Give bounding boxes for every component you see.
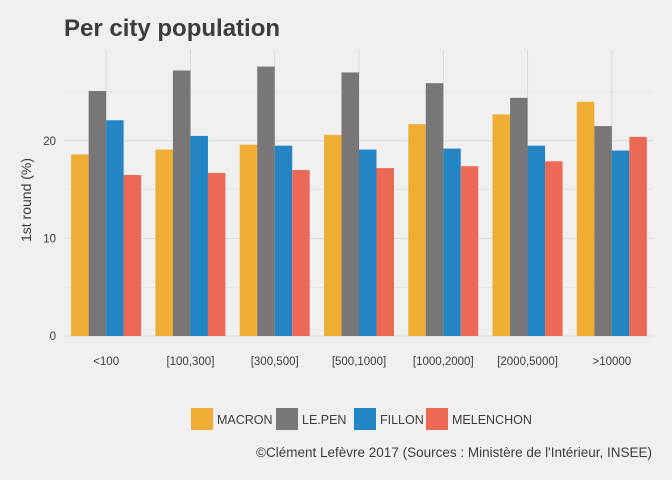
legend-label: LE.PEN xyxy=(302,413,346,427)
bar-melenchon xyxy=(207,172,226,336)
bar-macron xyxy=(492,114,511,336)
y-tick-label: 10 xyxy=(43,233,56,245)
legend-label: MELENCHON xyxy=(452,413,532,427)
bars xyxy=(71,66,647,337)
y-tick-label: 0 xyxy=(50,331,56,343)
x-tick-label: [100,300] xyxy=(166,356,214,368)
bar-le-pen xyxy=(510,97,528,337)
bar-macron xyxy=(155,149,173,336)
y-axis-label: 1st round (%) xyxy=(18,158,34,242)
bar-le-pen xyxy=(88,90,107,337)
bar-melenchon xyxy=(629,136,647,336)
legend-swatch xyxy=(426,408,448,430)
legend-swatch xyxy=(276,408,298,430)
bar-macron xyxy=(324,134,342,336)
bar-macron xyxy=(576,101,595,336)
bar-fillon xyxy=(611,150,630,336)
bar-macron xyxy=(408,124,426,337)
x-tick-label: [500,1000] xyxy=(332,356,386,368)
legend-swatch xyxy=(354,408,376,430)
bar-le-pen xyxy=(172,70,191,336)
bar-le-pen xyxy=(341,72,359,337)
legend: MACRON LE.PEN FILLON MELENCHON xyxy=(191,408,532,430)
bar-melenchon xyxy=(545,161,563,336)
bar-fillon xyxy=(106,120,124,336)
bar-melenchon xyxy=(460,166,479,336)
x-tick-label: [300,500] xyxy=(251,356,299,368)
bar-fillon xyxy=(527,145,546,336)
bar-melenchon xyxy=(292,170,310,336)
bar-melenchon xyxy=(376,168,394,336)
bar-macron xyxy=(239,144,258,336)
caption: ©Clément Lefèvre 2017 (Sources : Ministè… xyxy=(256,445,652,460)
legend-label: MACRON xyxy=(217,413,273,427)
legend-label: FILLON xyxy=(380,413,424,427)
bar-le-pen xyxy=(257,66,275,336)
bar-fillon xyxy=(359,149,377,336)
bar-fillon xyxy=(274,145,293,336)
bar-melenchon xyxy=(123,174,142,336)
bar-le-pen xyxy=(594,126,612,336)
chart-title: Per city population xyxy=(64,15,280,42)
x-tick-label: <100 xyxy=(93,356,119,368)
x-tick-label: >10000 xyxy=(593,356,632,368)
bar-macron xyxy=(71,154,89,336)
y-tick-label: 20 xyxy=(43,136,56,148)
x-axis-ticks: <100 [100,300] [300,500] [500,1000] [1000,20… xyxy=(93,356,631,368)
legend-swatch xyxy=(191,408,213,430)
bar-fillon xyxy=(190,135,208,336)
bar-fillon xyxy=(443,148,461,336)
y-axis-ticks: 0 10 20 xyxy=(43,136,56,343)
x-tick-label: [2000,5000] xyxy=(497,356,558,368)
x-tick-label: [1000,2000] xyxy=(413,356,474,368)
bar-le-pen xyxy=(425,83,444,336)
